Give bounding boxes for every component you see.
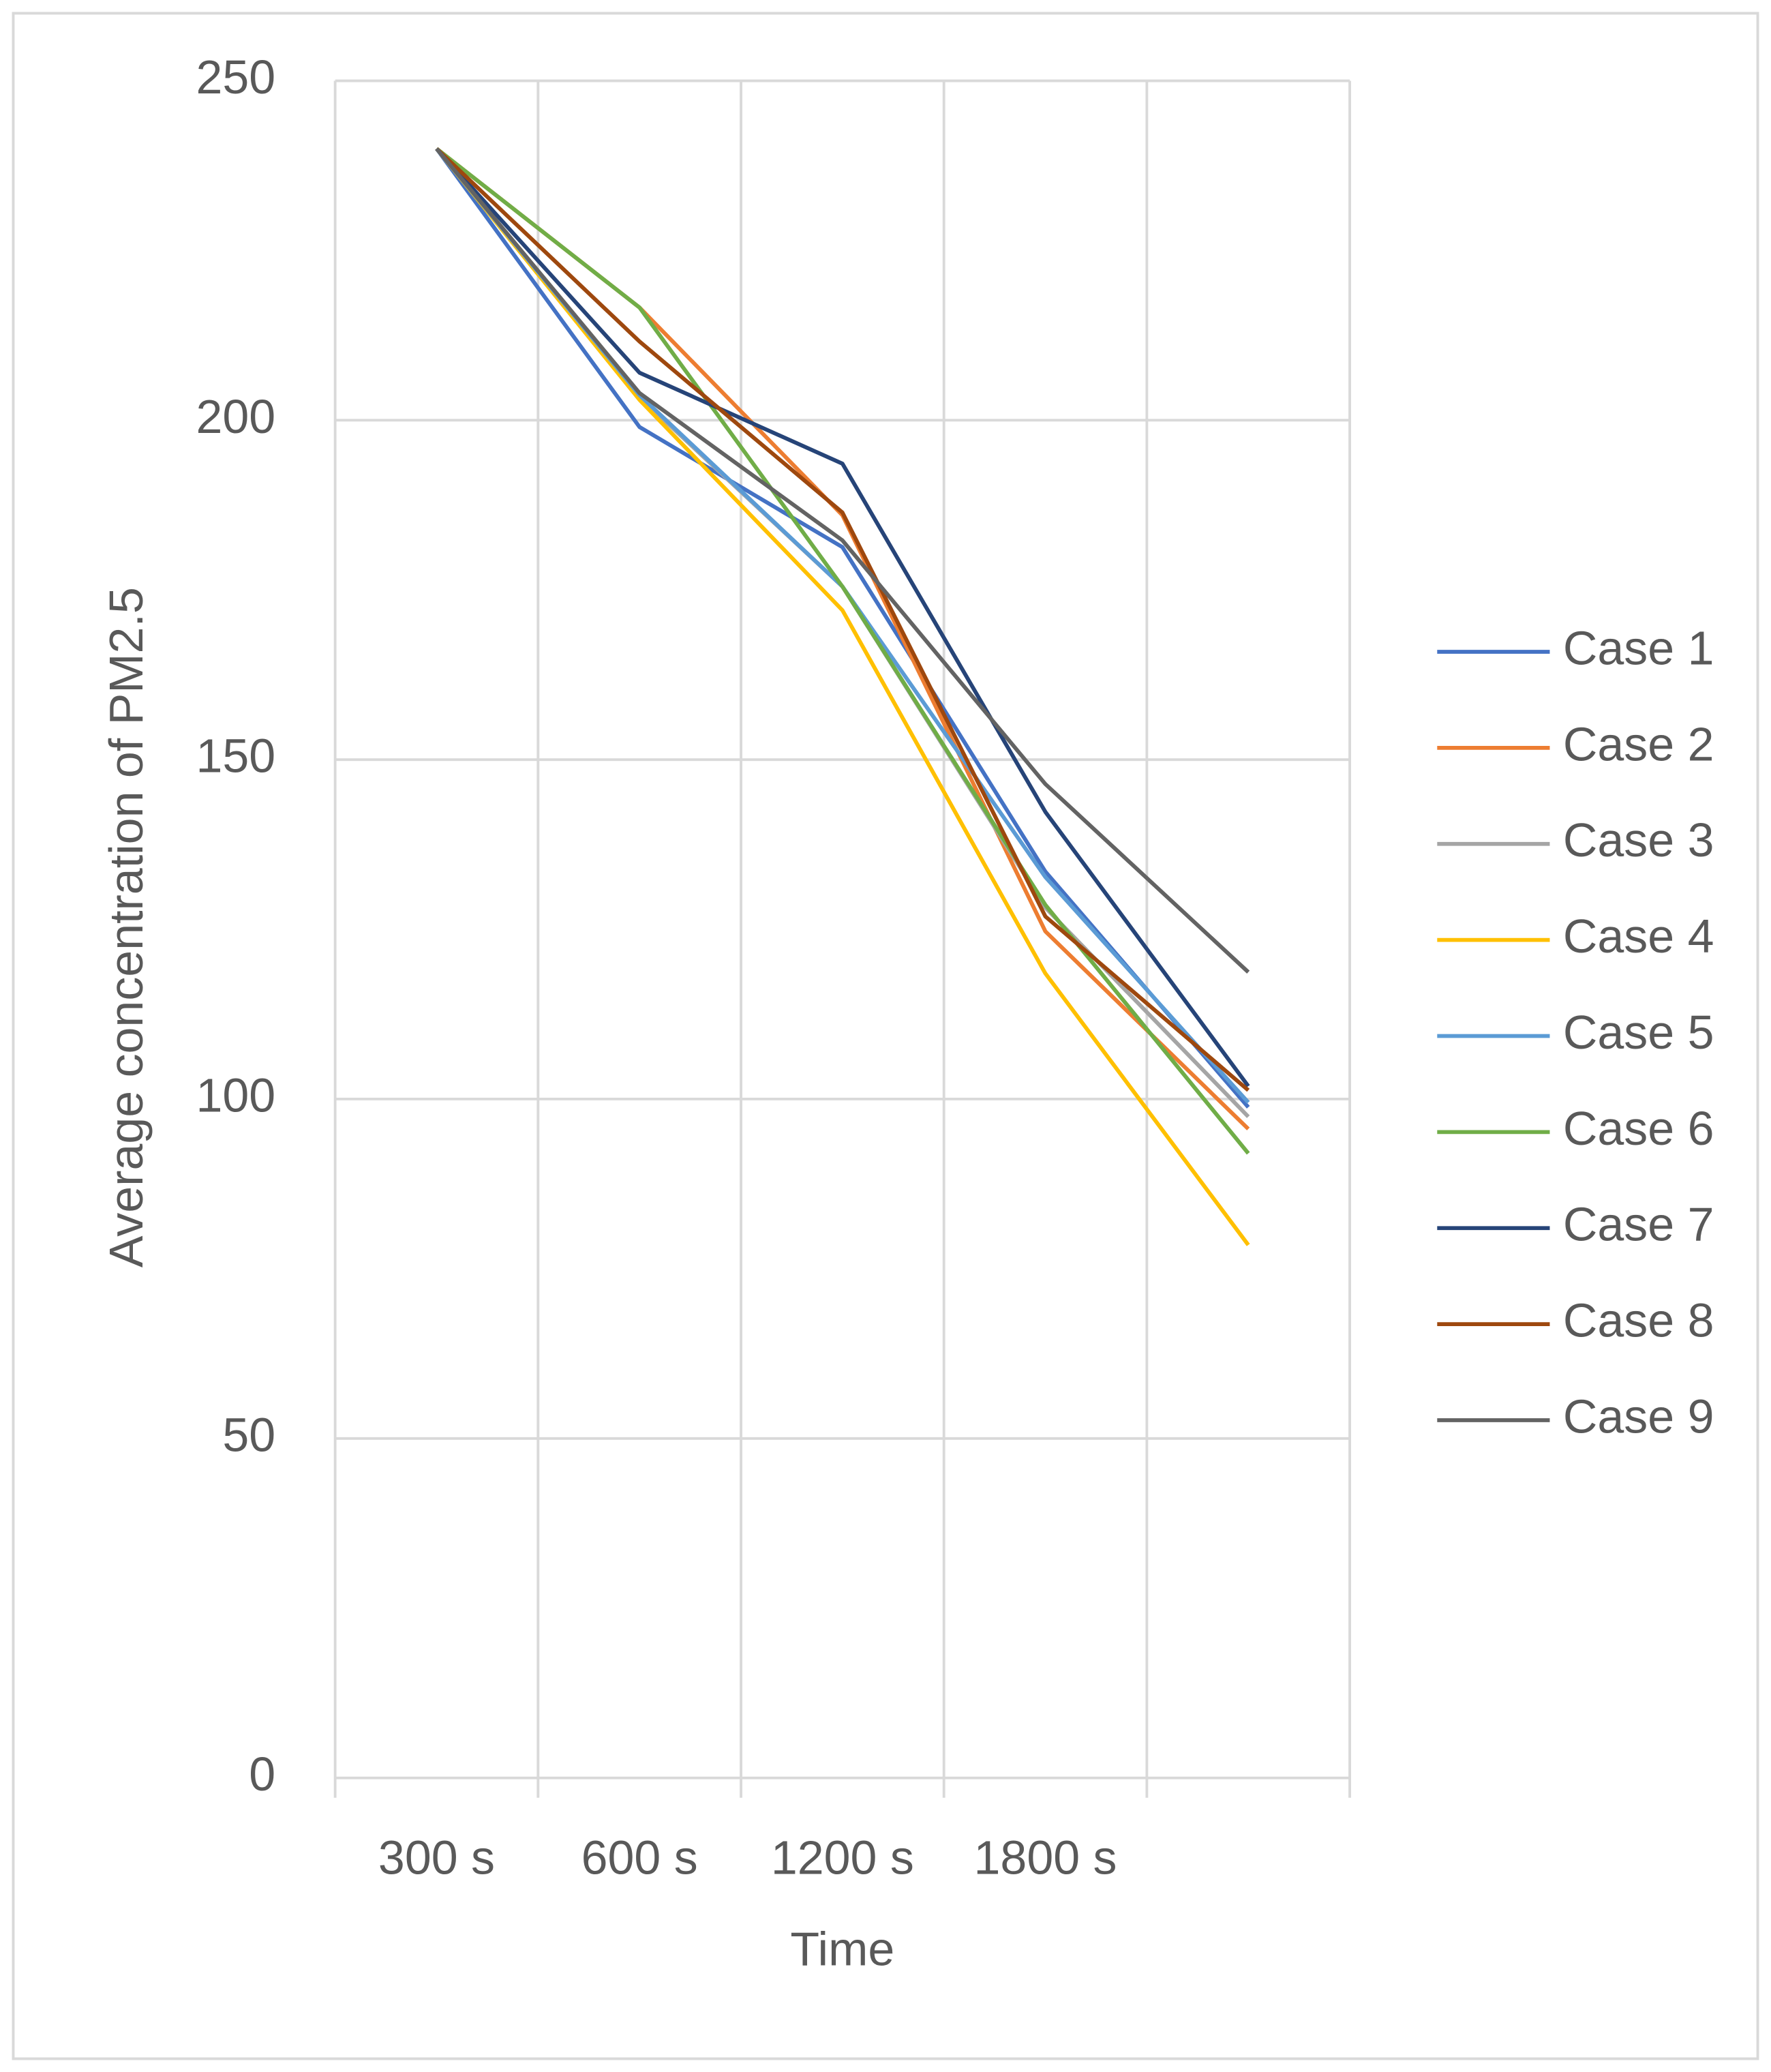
- y-tick-label: 50: [222, 1408, 275, 1461]
- x-tick-label: 1200 s: [771, 1831, 914, 1885]
- y-tick-label: 0: [249, 1747, 275, 1801]
- legend-label: Case 1: [1563, 621, 1714, 674]
- y-axis-label: Average concentration of PM2.5: [100, 587, 153, 1267]
- legend-label: Case 2: [1563, 717, 1714, 770]
- x-axis-label: Time: [790, 1923, 894, 1976]
- x-tick-label: 1800 s: [974, 1831, 1117, 1885]
- y-tick-label: 200: [196, 390, 276, 443]
- legend-label: Case 8: [1563, 1294, 1714, 1347]
- y-tick-label: 150: [196, 730, 276, 783]
- legend-label: Case 7: [1563, 1198, 1714, 1251]
- series-line: [435, 147, 1250, 1087]
- y-tick-label: 100: [196, 1068, 276, 1122]
- legend-label: Case 6: [1563, 1102, 1714, 1155]
- legend-label: Case 4: [1563, 910, 1714, 963]
- y-tick-label: 250: [196, 50, 276, 104]
- legend-label: Case 3: [1563, 813, 1714, 867]
- series-line: [435, 147, 1250, 1246]
- x-tick-label: 300 s: [378, 1831, 495, 1885]
- series-line: [435, 147, 1250, 1155]
- series-line: [435, 147, 1250, 974]
- x-tick-label: 600 s: [581, 1831, 698, 1885]
- series-line: [435, 147, 1250, 1092]
- legend-label: Case 9: [1563, 1390, 1714, 1443]
- legend-label: Case 5: [1563, 1006, 1714, 1059]
